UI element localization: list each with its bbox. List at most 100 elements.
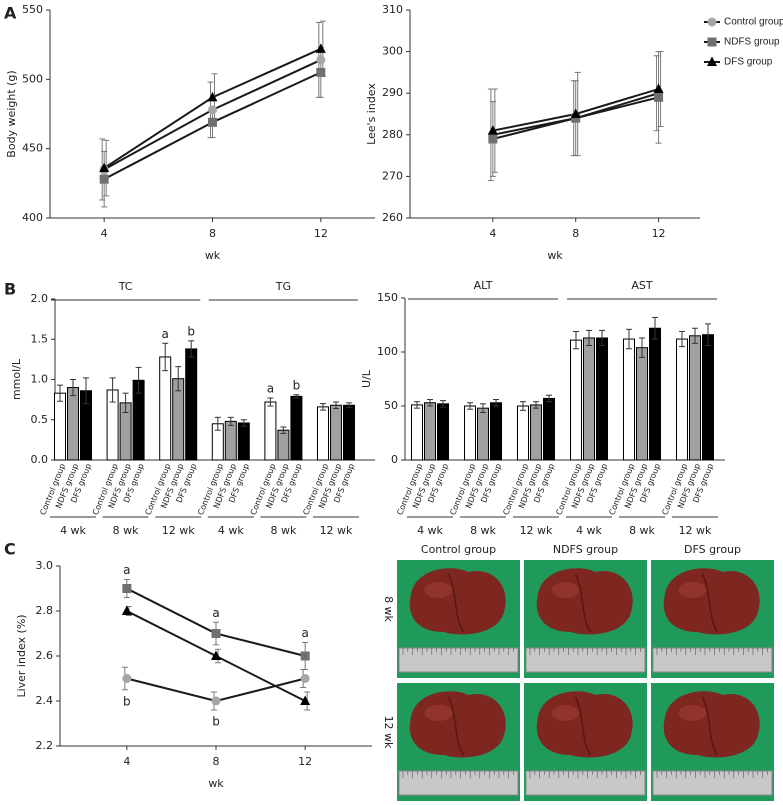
category-label: 4 wk xyxy=(417,524,443,537)
x-tick-label: 8 xyxy=(209,227,216,240)
y-tick-label: 50 xyxy=(384,399,398,412)
marker xyxy=(300,651,310,661)
liver xyxy=(663,568,760,635)
bar xyxy=(67,387,79,461)
ruler xyxy=(525,647,646,673)
marker xyxy=(122,584,132,593)
y-tick-label: 310 xyxy=(382,3,403,16)
liver-lobe xyxy=(701,573,719,633)
legend-marker xyxy=(707,17,717,27)
group-label: AST xyxy=(631,279,653,292)
y-tick-label: 0.0 xyxy=(31,453,49,466)
panel-label: B xyxy=(4,280,16,299)
bar xyxy=(702,334,714,461)
y-tick-label: 2.2 xyxy=(36,739,54,752)
y-tick-label: 100 xyxy=(377,345,398,358)
bar xyxy=(623,338,635,461)
y-axis-label: mmol/L xyxy=(10,358,23,400)
marker xyxy=(300,695,311,705)
marker xyxy=(207,91,218,102)
marker xyxy=(316,55,326,65)
bar xyxy=(464,405,476,461)
y-tick-label: 2.6 xyxy=(36,649,54,662)
ruler xyxy=(652,770,773,796)
photo-row-label: 8 wk xyxy=(382,596,395,622)
annotation: b xyxy=(123,694,131,708)
group-label: ALT xyxy=(474,279,493,292)
ruler xyxy=(398,647,519,673)
legend-marker xyxy=(707,56,717,66)
x-tick-label: 12 xyxy=(314,227,328,240)
x-tick-label: 8 xyxy=(213,755,220,768)
y-tick-label: 2.8 xyxy=(36,604,54,617)
y-tick-label: 450 xyxy=(22,142,43,155)
bar xyxy=(689,335,701,461)
category-label: 8 wk xyxy=(113,524,139,537)
marker xyxy=(653,83,664,94)
photo-row-label: 12 wk xyxy=(382,716,395,749)
bar xyxy=(583,337,595,461)
bar xyxy=(330,404,342,461)
bar xyxy=(676,338,688,461)
annotation: a xyxy=(267,382,274,396)
category-label: 4 wk xyxy=(60,524,86,537)
liver-lobe xyxy=(447,696,465,756)
photo-column-label: NDFS group xyxy=(553,543,618,556)
bar xyxy=(264,401,277,461)
y-tick-label: 400 xyxy=(22,211,43,224)
y-tick-label: 2.4 xyxy=(36,694,54,707)
legend-label: Control group xyxy=(724,17,783,28)
x-axis-label: wk xyxy=(208,777,224,790)
marker xyxy=(99,174,109,184)
legend-label: NDFS group xyxy=(724,37,780,48)
marker xyxy=(570,108,581,118)
annotation: b xyxy=(293,378,301,392)
y-tick-label: 260 xyxy=(382,211,403,224)
marker xyxy=(571,113,581,123)
liver-shine xyxy=(424,582,453,598)
bar xyxy=(570,339,582,461)
panel-label: A xyxy=(4,4,17,23)
bar xyxy=(159,356,172,461)
y-tick-label: 0.5 xyxy=(31,413,49,426)
y-axis-label: U/L xyxy=(360,369,373,388)
y-tick-label: 280 xyxy=(382,128,403,141)
bar xyxy=(530,404,542,461)
x-tick-label: 12 xyxy=(298,755,312,768)
liver-shine xyxy=(424,705,453,721)
annotation: a xyxy=(162,327,169,341)
x-tick-label: 4 xyxy=(101,227,108,240)
marker xyxy=(211,650,221,660)
bar xyxy=(290,395,303,461)
y-tick-label: 550 xyxy=(22,3,43,16)
category-label: 12 wk xyxy=(320,524,353,537)
y-axis-label: Liver index (%) xyxy=(15,614,28,697)
legend-label: DFS group xyxy=(724,57,773,68)
group-label: TG xyxy=(275,280,291,293)
bar xyxy=(224,420,237,461)
group-label: TC xyxy=(118,280,133,293)
liver-shine xyxy=(551,582,580,598)
y-axis-label: Body weight (g) xyxy=(5,70,18,157)
marker xyxy=(211,696,221,706)
liver-lobe xyxy=(574,573,592,633)
annotation: b xyxy=(187,324,195,338)
bar xyxy=(649,327,661,461)
category-label: 4 wk xyxy=(218,524,244,537)
marker xyxy=(211,629,221,638)
category-label: 12 wk xyxy=(679,524,712,537)
photo-column-label: Control group xyxy=(421,543,496,556)
photo-column-label: DFS group xyxy=(684,543,741,556)
liver-shine xyxy=(551,705,580,721)
category-label: 4 wk xyxy=(576,524,602,537)
liver xyxy=(409,568,506,635)
y-tick-label: 0 xyxy=(391,453,398,466)
category-label: 8 wk xyxy=(629,524,655,537)
bar xyxy=(490,402,502,461)
bar xyxy=(636,347,648,461)
marker xyxy=(487,125,498,135)
ruler xyxy=(525,770,646,796)
liver xyxy=(663,691,760,758)
marker xyxy=(208,117,217,127)
bar xyxy=(596,337,608,461)
